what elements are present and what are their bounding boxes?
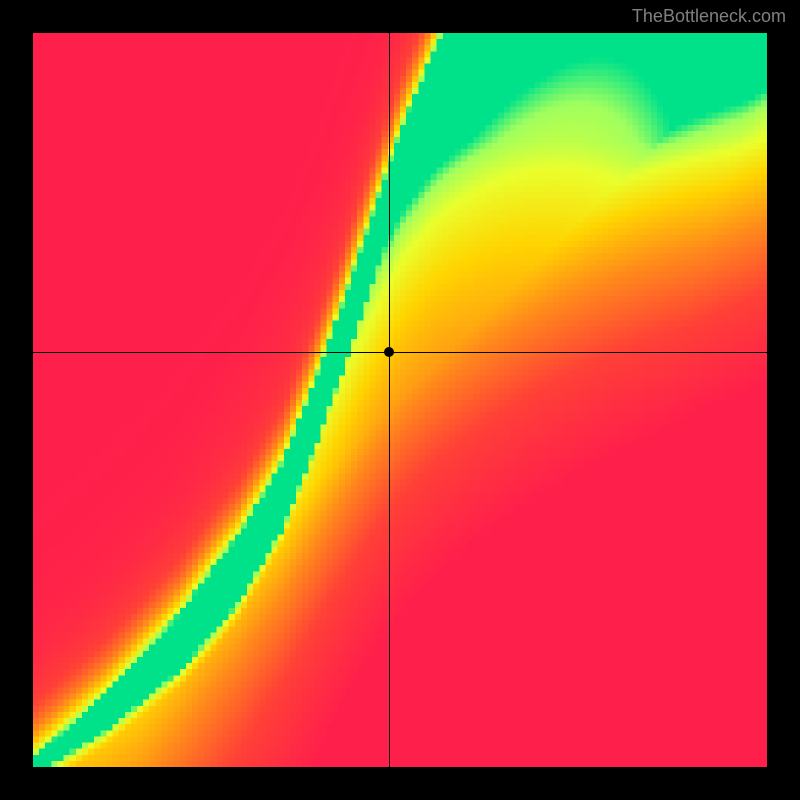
crosshair-horizontal <box>33 352 767 353</box>
heatmap-plot <box>33 33 767 767</box>
crosshair-vertical <box>389 33 390 767</box>
crosshair-marker <box>384 347 394 357</box>
watermark-text: TheBottleneck.com <box>632 6 786 27</box>
heatmap-canvas <box>33 33 767 767</box>
